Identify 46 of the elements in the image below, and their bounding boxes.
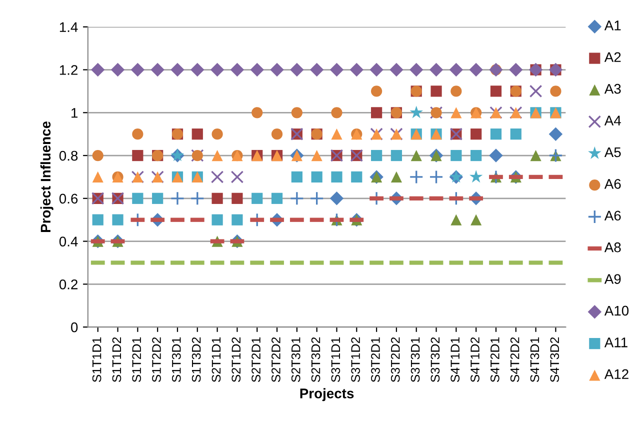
y-axis-title: Project Influence [40,121,54,232]
y-tick-label: 1.4 [60,22,78,32]
x-tick-label: S2T1D2 [232,337,241,382]
legend-label: A10 [604,306,629,316]
legend-label: A6 [604,179,621,189]
x-tick-label: S4T2D2 [510,337,520,382]
y-tick-label: 0.2 [59,279,78,290]
x-tick-label: S4T1D2 [470,337,480,382]
x-tick-label: S4T2D1 [490,337,500,382]
y-tick-label: 0.8 [59,150,78,161]
x-tick-label: S1T2D2 [152,337,161,382]
x-tick-label: S3T1D2 [351,337,360,382]
y-tick-label: 1 [72,108,78,118]
x-tick-label: S2T3D1 [291,337,300,382]
legend-label: A8 [604,242,621,252]
x-tick-label: S4T1D1 [450,337,460,382]
x-tick-label: S1T2D1 [132,337,142,382]
legend-label: A6 [604,210,621,221]
x-tick-label: S1T3D2 [192,337,201,382]
x-tick-label: S2T3D2 [311,337,320,382]
y-tick-label: 0 [71,322,78,332]
y-tick-label: 1.2 [60,65,78,75]
legend-label: A11 [604,338,628,348]
x-tick-label: S3T2D1 [371,337,380,382]
x-tick-label: S3T3D2 [430,337,440,382]
legend-label: A2 [604,52,621,62]
legend-label: A12 [604,369,628,379]
y-tick-label: 0.6 [59,194,78,204]
legend-label: A3 [604,84,621,94]
x-tick-label: S2T2D1 [252,337,260,382]
legend-label: A5 [604,147,621,158]
x-tick-label: S3T1D1 [331,337,340,382]
x-tick-label: S4T3D2 [550,337,560,382]
x-tick-label: S2T2D2 [272,337,280,382]
x-tick-label: S1T3D1 [172,337,181,382]
legend-label: A1 [604,20,621,30]
legend-label: A9 [604,274,621,284]
x-tick-label: S2T1D1 [212,337,221,382]
x-tick-label: S3T2D2 [390,337,400,382]
x-axis-title: Projects [300,388,354,402]
y-tick-label: 0.4 [59,236,78,246]
x-tick-label: S4T3D1 [530,337,540,382]
legend-label: A4 [604,116,621,126]
x-tick-label: S3T3D1 [410,337,420,382]
x-tick-label: S1T1D1 [92,337,102,382]
x-tick-label: S1T1D2 [112,337,122,382]
